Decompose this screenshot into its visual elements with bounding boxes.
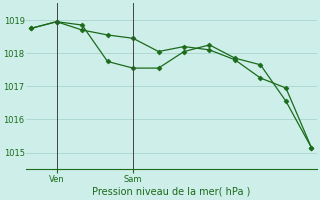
X-axis label: Pression niveau de la mer( hPa ): Pression niveau de la mer( hPa ) xyxy=(92,187,251,197)
